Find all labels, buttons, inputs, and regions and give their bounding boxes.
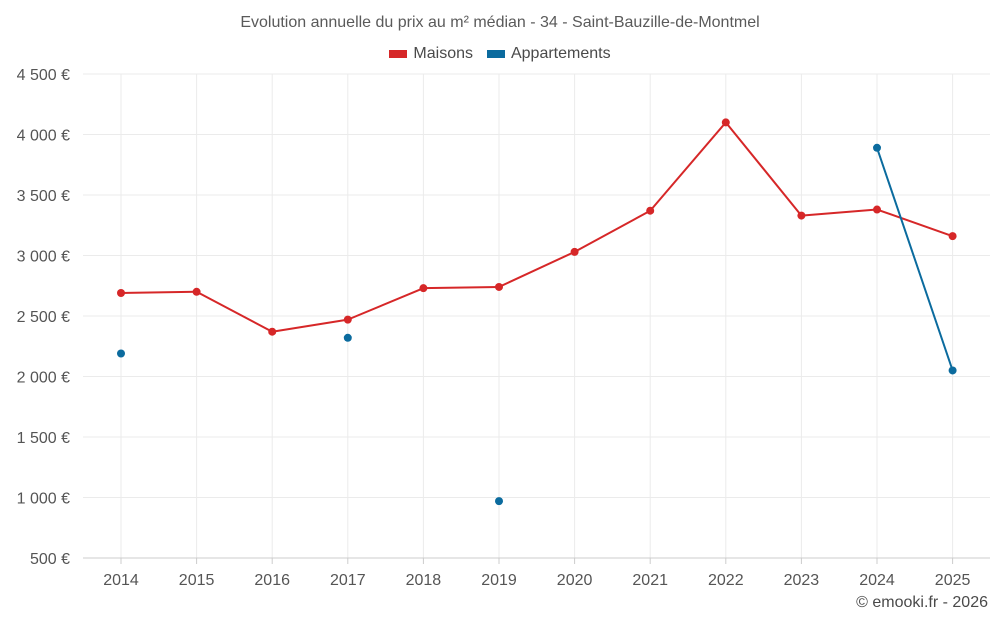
series-line-maisons	[346, 287, 425, 321]
data-point-maisons	[419, 284, 428, 293]
legend-swatch-maisons	[389, 50, 408, 58]
data-point-maisons	[343, 315, 352, 324]
data-point-appartements	[343, 333, 352, 342]
series-line-appartements	[876, 146, 954, 372]
series-line-maisons	[649, 121, 727, 212]
data-point-appartements	[873, 143, 881, 152]
copyright-credit: © emooki.fr - 2026	[856, 594, 988, 611]
x-tick-label: 2016	[254, 572, 290, 589]
legend-swatch-appartements	[486, 50, 505, 58]
legend-item-appartements[interactable]: Appartements	[486, 45, 611, 63]
y-tick-label: 3 000 €	[17, 249, 70, 266]
legend-label-maisons: Maisons	[413, 45, 473, 62]
y-tick-label: 1 000 €	[17, 491, 70, 508]
series-line-maisons	[724, 121, 803, 217]
x-tick-label: 2021	[632, 572, 668, 589]
series-line-maisons	[876, 208, 954, 238]
x-tick-label: 2023	[784, 572, 820, 589]
y-tick-label: 4 000 €	[17, 128, 70, 145]
legend-label-appartements: Appartements	[510, 45, 611, 62]
series-line-maisons	[271, 318, 349, 333]
data-point-maisons	[873, 205, 881, 214]
x-tick-label: 2017	[330, 572, 366, 589]
data-point-maisons	[268, 327, 277, 336]
x-tick-label: 2020	[557, 572, 593, 589]
x-tick-label: 2018	[406, 572, 442, 589]
data-point-maisons	[797, 211, 806, 220]
x-tick-label: 2024	[859, 572, 895, 589]
y-tick-label: 2 000 €	[17, 370, 70, 387]
x-tick-label: 2015	[179, 572, 215, 589]
series-line-maisons	[422, 285, 500, 290]
data-point-appartements	[948, 366, 957, 375]
legend: Maisons Appartements	[0, 45, 1000, 63]
series-line-maisons	[800, 208, 878, 217]
data-point-maisons	[117, 289, 125, 298]
x-tick-label: 2014	[103, 572, 139, 589]
series-line-maisons	[195, 290, 274, 333]
y-tick-label: 1 500 €	[17, 430, 70, 447]
data-point-appartements	[495, 497, 503, 506]
y-tick-label: 3 500 €	[17, 188, 70, 205]
series-line-maisons	[573, 209, 652, 253]
y-tick-label: 2 500 €	[17, 309, 70, 326]
data-point-maisons	[646, 206, 655, 215]
x-tick-label: 2025	[935, 572, 971, 589]
x-tick-label: 2019	[481, 572, 517, 589]
data-point-maisons	[570, 247, 579, 256]
data-point-maisons	[721, 118, 730, 127]
data-point-maisons	[495, 282, 503, 291]
legend-item-maisons[interactable]: Maisons	[389, 45, 473, 63]
series-line-maisons	[120, 290, 198, 295]
x-tick-label: 2022	[708, 572, 744, 589]
y-tick-label: 4 500 €	[17, 67, 70, 84]
data-point-maisons	[948, 232, 957, 241]
y-tick-label: 500 €	[30, 551, 70, 568]
data-point-appartements	[117, 349, 125, 358]
series-line-maisons	[498, 250, 576, 288]
data-point-maisons	[192, 287, 201, 296]
chart-title: Evolution annuelle du prix au m² médian …	[240, 14, 760, 31]
